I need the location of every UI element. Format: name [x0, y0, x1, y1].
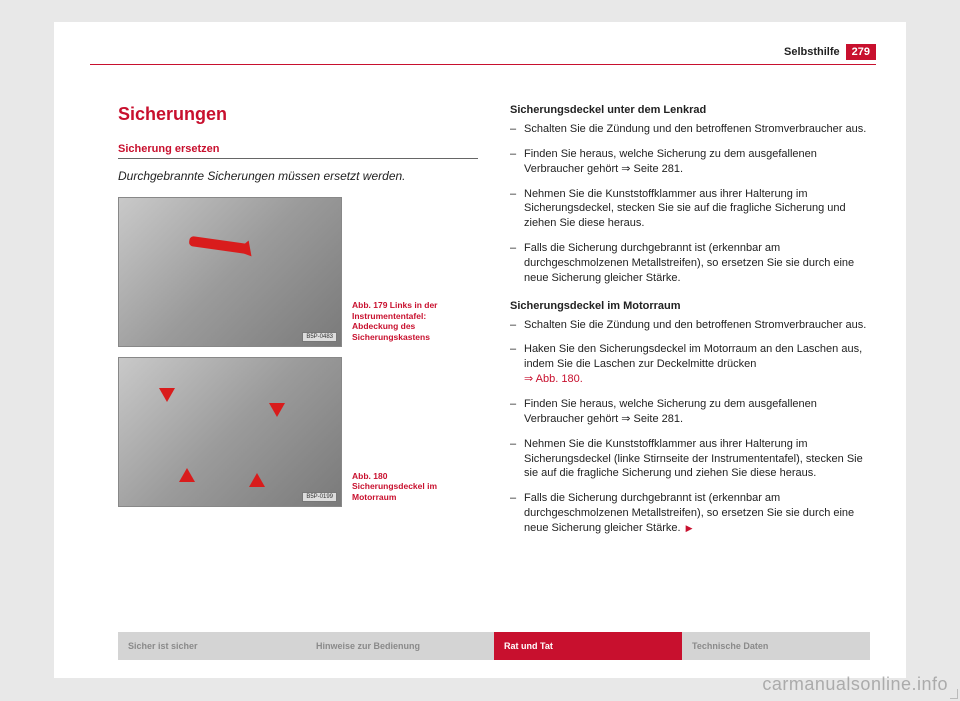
figure-180-caption: Abb. 180 Sicherungsdeckel im Motorraum	[352, 471, 462, 507]
header-rule	[90, 64, 876, 65]
arrow-icon	[269, 403, 285, 417]
tab-rat-und-tat[interactable]: Rat und Tat	[494, 632, 682, 660]
block1-list: Schalten Sie die Zündung und den betroff…	[510, 122, 870, 286]
crop-mark-icon	[950, 689, 958, 699]
block2-list: Schalten Sie die Zündung und den betroff…	[510, 318, 870, 536]
figure-180-block: B5P-0199 Abb. 180 Sicherungsdeckel im Mo…	[118, 357, 478, 507]
arrow-icon	[159, 388, 175, 402]
figure-179-caption: Abb. 179 Links in der Instrumententafel:…	[352, 300, 462, 347]
list-item: Nehmen Sie die Kunststoffklammer aus ihr…	[510, 187, 870, 232]
arrow-icon	[179, 468, 195, 482]
figure-179-badge: B5P-0483	[302, 332, 337, 342]
list-item: Schalten Sie die Zündung und den betroff…	[510, 318, 870, 333]
figure-179-block: B5P-0483 Abb. 179 Links in der Instrumen…	[118, 197, 478, 347]
subsection-title: Sicherung ersetzen	[118, 143, 478, 155]
intro-text: Durchgebrannte Sicherungen müssen ersetz…	[118, 169, 478, 183]
manual-page: Selbsthilfe 279 Sicherungen Sicherung er…	[54, 22, 906, 678]
figure-reference-link[interactable]: ⇒ Abb. 180.	[524, 373, 583, 385]
continue-arrow-icon: ▶	[686, 523, 693, 533]
left-column: Sicherungen Sicherung ersetzen Durchgebr…	[118, 104, 478, 550]
list-item: Schalten Sie die Zündung und den betroff…	[510, 122, 870, 137]
list-item: Nehmen Sie die Kunststoffklammer aus ihr…	[510, 437, 870, 482]
tab-hinweise-zur-bedienung[interactable]: Hinweise zur Bedienung	[306, 632, 494, 660]
list-item: Haken Sie den Sicherungsdeckel im Motorr…	[510, 342, 870, 387]
tab-sicher-ist-sicher[interactable]: Sicher ist sicher	[118, 632, 306, 660]
footer-tabs: Sicher ist sicher Hinweise zur Bedienung…	[118, 632, 870, 660]
figure-180-image: B5P-0199	[118, 357, 342, 507]
figure-180-badge: B5P-0199	[302, 492, 337, 502]
list-item: Finden Sie heraus, welche Sicherung zu d…	[510, 397, 870, 427]
subsection-rule	[118, 158, 478, 159]
list-item: Falls die Sicherung durchgebrannt ist (e…	[510, 491, 870, 536]
arrow-icon	[249, 473, 265, 487]
page-header: Selbsthilfe 279	[784, 44, 876, 60]
section-title: Sicherungen	[118, 104, 478, 125]
watermark-text: carmanualsonline.info	[762, 674, 948, 695]
right-column: Sicherungsdeckel unter dem Lenkrad Schal…	[510, 104, 870, 550]
list-item: Falls die Sicherung durchgebrannt ist (e…	[510, 241, 870, 286]
tab-technische-daten[interactable]: Technische Daten	[682, 632, 870, 660]
block1-heading: Sicherungsdeckel unter dem Lenkrad	[510, 104, 870, 116]
page-number-badge: 279	[846, 44, 876, 60]
list-item: Finden Sie heraus, welche Sicherung zu d…	[510, 147, 870, 177]
figure-179-image: B5P-0483	[118, 197, 342, 347]
content-area: Sicherungen Sicherung ersetzen Durchgebr…	[118, 104, 870, 550]
list-item-text: Haken Sie den Sicherungsdeckel im Motorr…	[524, 343, 862, 370]
block2-heading: Sicherungsdeckel im Motorraum	[510, 300, 870, 312]
header-section-label: Selbsthilfe	[784, 46, 840, 58]
